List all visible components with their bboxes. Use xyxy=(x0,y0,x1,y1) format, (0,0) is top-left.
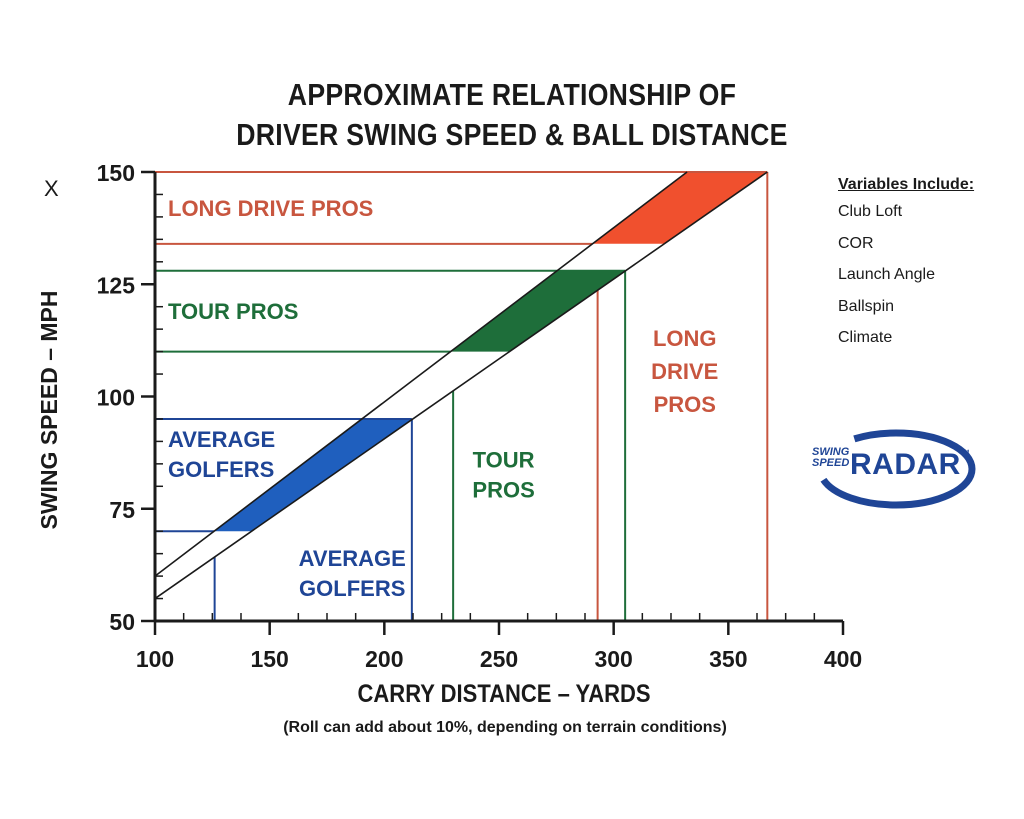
variable-item: COR xyxy=(838,235,974,267)
x-tick-label: 250 xyxy=(480,646,518,672)
variable-item: Ballspin xyxy=(838,298,974,330)
variable-item: Club Loft xyxy=(838,203,974,235)
y-tick-label: 50 xyxy=(109,609,135,635)
band-label-distance: PROS xyxy=(472,477,534,502)
band-label-distance: GOLFERS xyxy=(299,576,405,601)
logo-tm: ™ xyxy=(961,448,971,458)
y-tick-label: 125 xyxy=(97,272,136,298)
logo-word: RADAR xyxy=(850,448,961,481)
series-line-upper xyxy=(155,172,687,576)
band-label-speed: TOUR PROS xyxy=(168,299,298,324)
y-tick-label: 100 xyxy=(97,385,135,411)
logo-small-text: SWING SPEED xyxy=(812,447,850,469)
y-tick-label: 150 xyxy=(97,160,135,186)
x-tick-label: 350 xyxy=(709,646,747,672)
band-label-distance: PROS xyxy=(654,392,716,417)
x-tick-label: 400 xyxy=(824,646,862,672)
band-label-distance: AVERAGE xyxy=(299,546,406,571)
x-tick-label: 300 xyxy=(594,646,632,672)
x-tick-label: 200 xyxy=(365,646,403,672)
y-axis-label: SWING SPEED – MPH xyxy=(36,240,63,580)
x-axis-label: CARRY DISTANCE – YARDS xyxy=(60,680,949,709)
variables-panel: Variables Include: Club Loft COR Launch … xyxy=(838,176,974,361)
variable-item: Launch Angle xyxy=(838,266,974,298)
logo-big-text: RADAR™ xyxy=(850,448,970,482)
band-label-distance: DRIVE xyxy=(651,359,718,384)
x-tick-label: 100 xyxy=(136,646,174,672)
band-label-distance: LONG xyxy=(653,326,717,351)
chart-note: (Roll can add about 10%, depending on te… xyxy=(0,719,1010,737)
variables-heading: Variables Include: xyxy=(838,176,974,194)
x-tick-label: 150 xyxy=(250,646,288,672)
band-fill xyxy=(451,271,626,352)
band-label-speed: AVERAGE xyxy=(168,427,275,452)
variable-item: Climate xyxy=(838,329,974,361)
band-label-speed: GOLFERS xyxy=(168,457,274,482)
swing-speed-radar-logo: SWING SPEED RADAR™ xyxy=(808,423,983,515)
band-label-distance: TOUR xyxy=(473,447,535,472)
y-tick-label: 75 xyxy=(109,497,135,523)
band-label-speed: LONG DRIVE PROS xyxy=(168,196,373,221)
series-line-lower xyxy=(155,172,767,599)
